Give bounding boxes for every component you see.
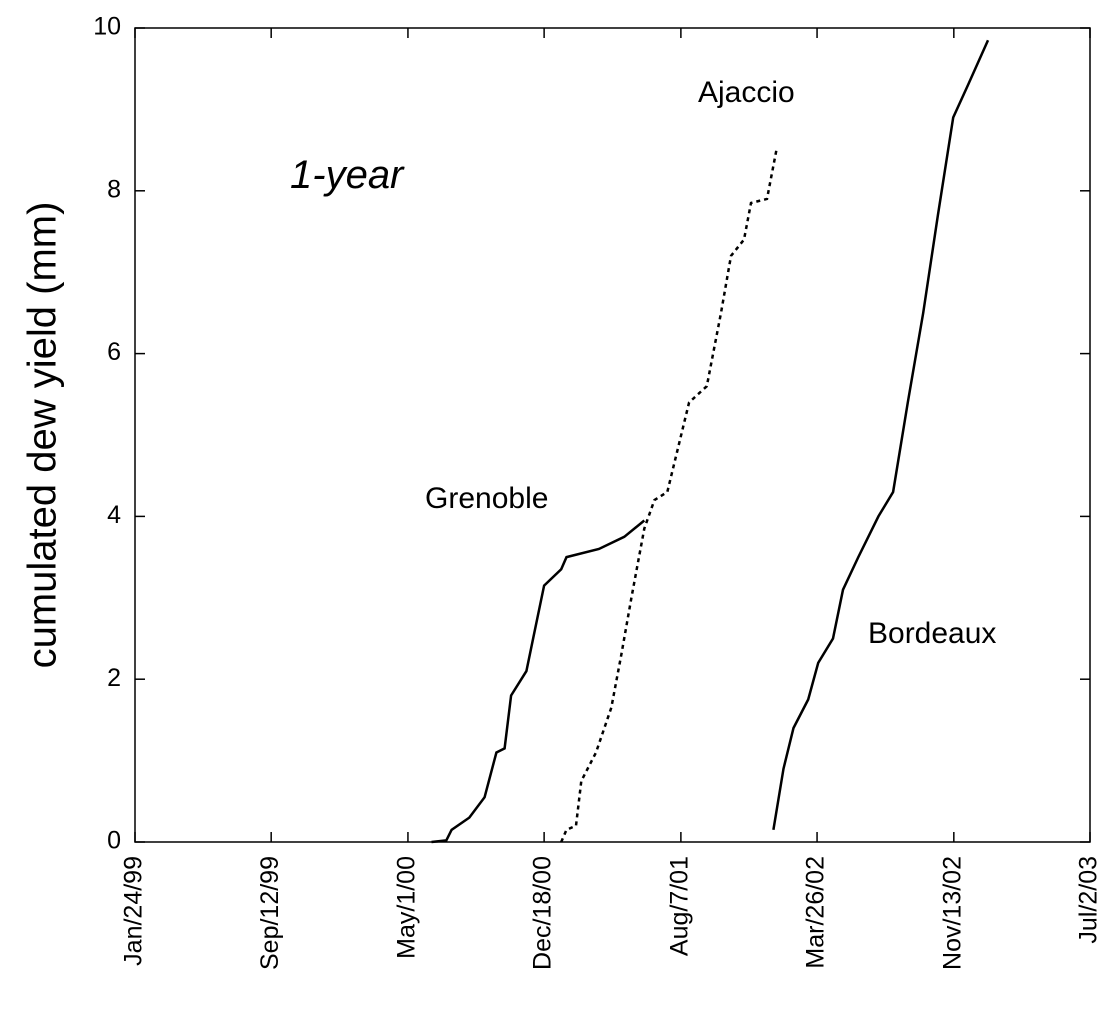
- x-tick-label: Sep/12/99: [256, 856, 284, 970]
- y-tick-label: 0: [107, 827, 121, 855]
- x-tick-label: Nov/13/02: [938, 856, 966, 970]
- x-tick-label: Jul/2/03: [1075, 856, 1099, 944]
- x-tick-label: Dec/18/00: [529, 856, 557, 970]
- y-tick-label: 8: [107, 175, 121, 203]
- y-tick-label: 4: [107, 501, 121, 529]
- x-tick-label: Jan/24/99: [120, 856, 148, 966]
- series-line: [772, 39, 990, 831]
- y-tick-label: 10: [93, 13, 121, 41]
- y-axis-title: cumulated dew yield (mm): [21, 202, 65, 669]
- series-line: [431, 519, 646, 844]
- x-tick-label: Aug/7/01: [665, 856, 693, 956]
- y-tick-label: 6: [107, 338, 121, 366]
- x-tick-label: Mar/26/02: [802, 856, 830, 969]
- annotation: Ajaccio: [698, 76, 795, 109]
- series-line: [560, 149, 778, 843]
- annotation: 1-year: [290, 153, 405, 197]
- annotation: Grenoble: [425, 482, 548, 515]
- plot-frame: [134, 27, 1091, 843]
- x-tick-label: May/1/00: [393, 856, 421, 959]
- annotation: Bordeaux: [868, 617, 996, 650]
- y-tick-label: 2: [107, 664, 121, 692]
